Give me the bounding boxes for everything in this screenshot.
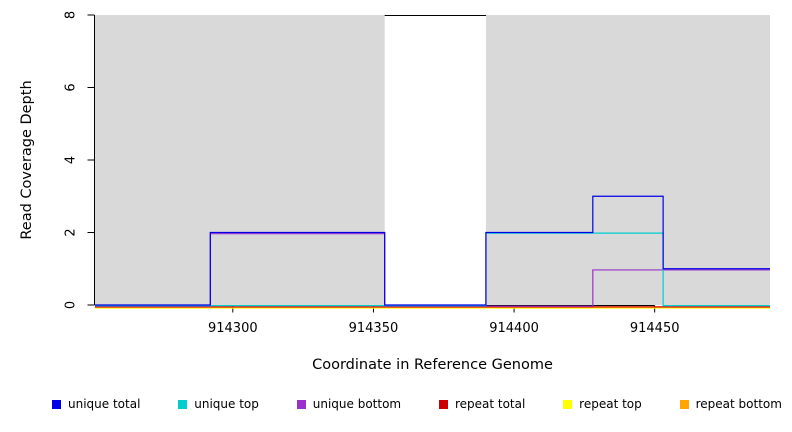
legend-label: unique bottom — [312, 397, 402, 411]
legend-item: repeat top — [563, 397, 642, 411]
legend-swatch-icon — [679, 399, 689, 409]
y-tick-label: 4 — [64, 156, 79, 164]
x-tick-label: 914400 — [489, 321, 539, 336]
x-tick-label: 914450 — [630, 321, 680, 336]
legend-label: repeat top — [579, 397, 642, 411]
legend: unique total unique top unique bottom repea… — [52, 397, 782, 411]
legend-item: unique bottom — [296, 397, 402, 411]
legend-item: unique top — [178, 397, 259, 411]
legend-label: repeat bottom — [695, 397, 782, 411]
legend-label: unique top — [194, 397, 259, 411]
legend-label: repeat total — [454, 397, 526, 411]
y-tick-label: 0 — [64, 301, 79, 309]
legend-swatch-icon — [52, 399, 61, 409]
legend-item: repeat total — [438, 397, 526, 411]
x-axis-label: Coordinate in Reference Genome — [312, 357, 553, 373]
legend-item: repeat bottom — [679, 397, 782, 411]
series-unique-total-line — [95, 195, 770, 306]
shaded-region — [485, 15, 770, 305]
y-tick-label: 2 — [64, 228, 79, 236]
x-tick-label: 914300 — [208, 321, 258, 336]
legend-swatch-icon — [563, 399, 573, 409]
legend-swatch-icon — [296, 399, 306, 409]
y-tick-label: 8 — [64, 11, 79, 19]
x-tick-label: 914350 — [349, 321, 399, 336]
y-tick-label: 6 — [64, 83, 79, 91]
legend-swatch-icon — [178, 399, 188, 409]
shaded-region — [95, 15, 385, 305]
y-axis-label: Read Coverage Depth — [19, 80, 35, 240]
legend-swatch-icon — [438, 399, 448, 409]
legend-item: unique total — [52, 397, 140, 411]
legend-label: unique total — [68, 397, 141, 411]
